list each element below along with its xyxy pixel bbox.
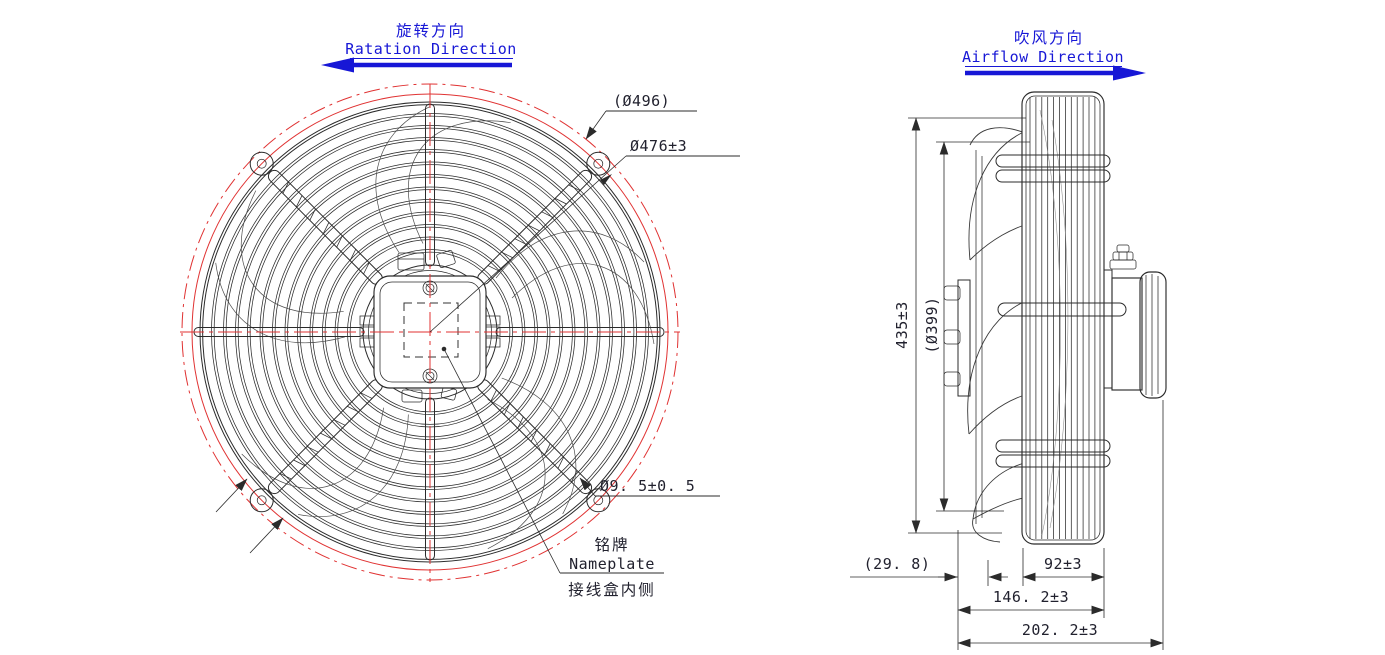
- airflow-arrow-head-icon: [1113, 65, 1146, 81]
- front-dimensions: (Ø496) Ø476±3 Ø9. 5±0. 5 铭牌 Nameplate 接线…: [215, 92, 740, 599]
- side-dims-bottom: (29. 8) 92±3 146. 2±3 202. 2±3: [850, 400, 1164, 650]
- dim-overall-height-label: 435±3: [893, 301, 911, 349]
- dim-mid-depth-label: 146. 2±3: [993, 588, 1069, 606]
- middle-clip: [997, 302, 1127, 317]
- cable-gland-side: [1109, 244, 1137, 270]
- rotation-arrow-head-icon: [321, 57, 354, 73]
- dim-mount-hole-label: Ø9. 5±0. 5: [600, 477, 695, 495]
- side-guard: [995, 91, 1127, 545]
- rotation-label-cn: 旋转方向: [396, 22, 466, 40]
- cable-gland: [397, 252, 425, 271]
- rotation-direction: 旋转方向 Ratation Direction: [321, 22, 517, 73]
- side-blades: [967, 127, 1029, 543]
- dim-outer-diameter-label: (Ø496): [613, 92, 670, 110]
- dim-guard-depth-label: 92±3: [1044, 555, 1082, 573]
- rotation-label-en: Ratation Direction: [345, 40, 517, 58]
- mount-bracket: [943, 279, 971, 397]
- nameplate-note-cn: 接线盒内侧: [568, 581, 656, 599]
- airflow-label-en: Airflow Direction: [962, 48, 1124, 66]
- dim-overall-depth-label: 202. 2±3: [1022, 621, 1098, 639]
- side-view: 435±3 (Ø399) (29. 8) 92±3 146. 2±3: [850, 29, 1167, 650]
- nameplate-area: [403, 302, 459, 358]
- dim-blade-diameter-label: (Ø399): [923, 296, 941, 353]
- dim-guard-diameter-label: Ø476±3: [630, 137, 687, 155]
- side-dims-vertical: 435±3 (Ø399): [893, 117, 1030, 534]
- airflow-label-cn: 吹风方向: [1014, 29, 1084, 47]
- nameplate-label-en: Nameplate: [569, 555, 655, 573]
- airflow-direction: 吹风方向 Airflow Direction: [962, 29, 1146, 81]
- nameplate-label-cn: 铭牌: [594, 536, 629, 554]
- dim-blade-offset-label: (29. 8): [864, 555, 931, 573]
- front-view: (Ø496) Ø476±3 Ø9. 5±0. 5 铭牌 Nameplate 接线…: [180, 22, 740, 599]
- motor-housing: [1103, 244, 1167, 399]
